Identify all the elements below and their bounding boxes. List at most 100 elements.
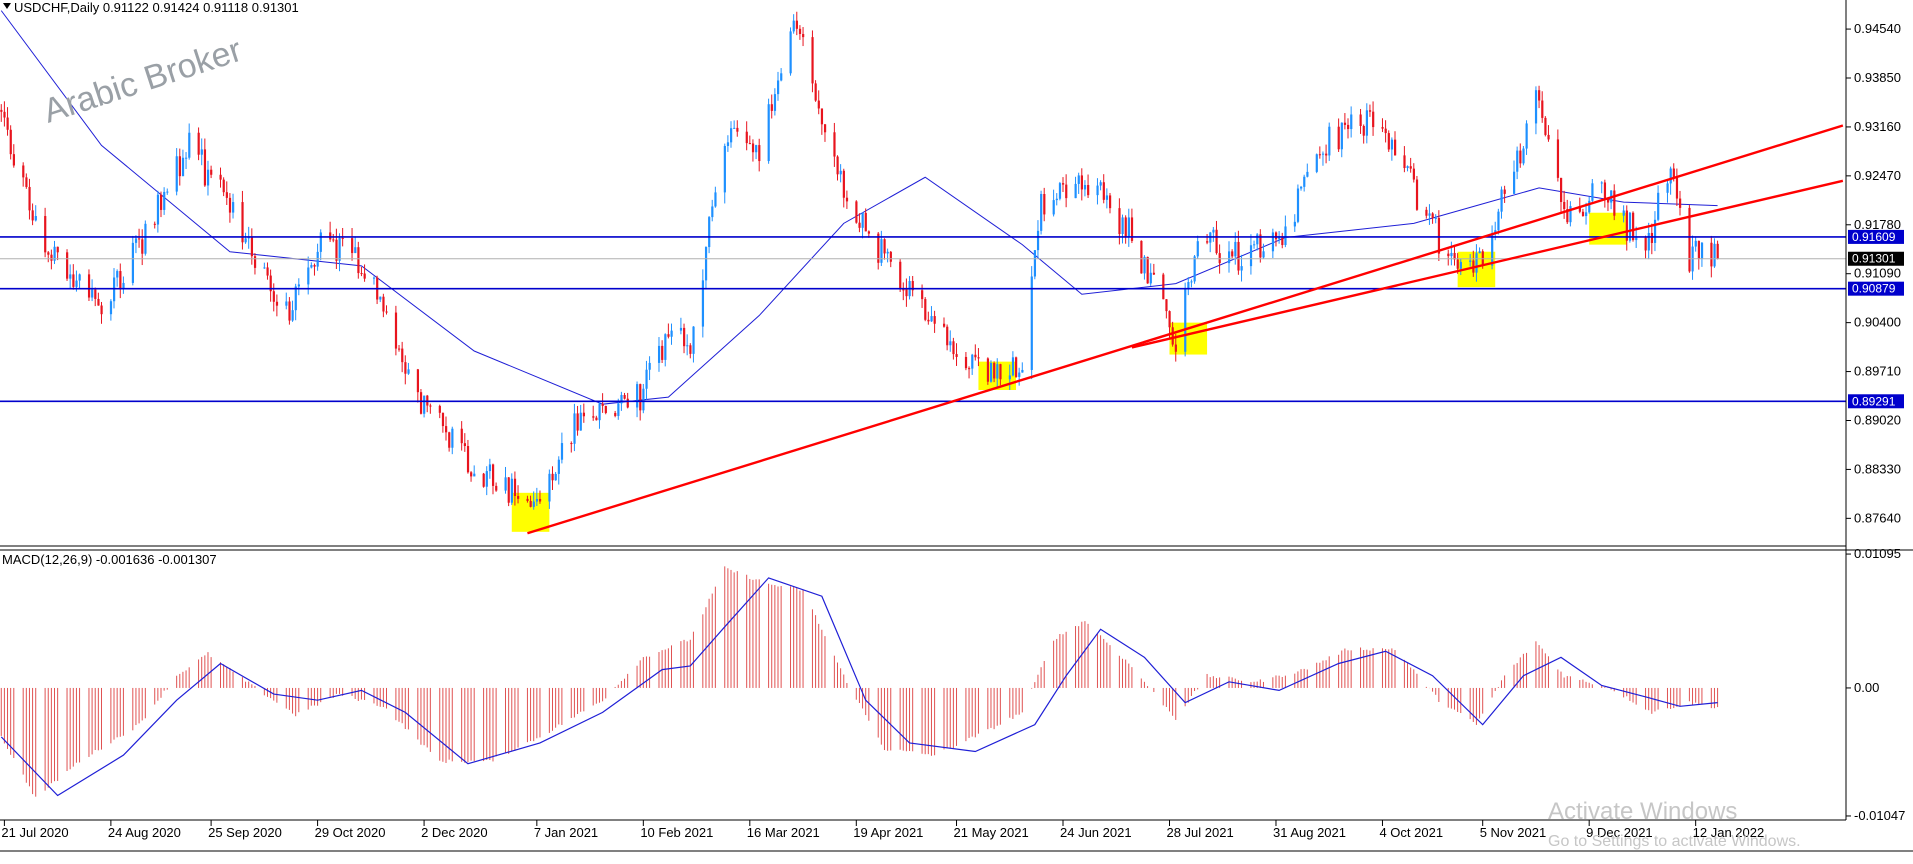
candle-body (1228, 251, 1231, 264)
candle-body (1559, 177, 1563, 202)
candle (532, 491, 535, 510)
candle (842, 168, 845, 208)
candle-body (119, 271, 122, 290)
candle (219, 167, 222, 188)
candle-body (470, 472, 473, 477)
candle (12, 144, 15, 168)
candle-body (1384, 128, 1387, 134)
level-label-text-3: 0.89291 (1852, 394, 1896, 408)
candle-body (1052, 200, 1055, 215)
candle-body (714, 192, 717, 207)
candle-body (1337, 126, 1340, 150)
candle (701, 269, 705, 338)
candle-body (1697, 240, 1700, 259)
candle (1700, 242, 1704, 267)
candle-body (297, 284, 301, 287)
candle (3, 101, 6, 127)
activate-windows-title: Activate Windows (1548, 798, 1737, 825)
candle (1534, 86, 1538, 135)
candle (87, 269, 91, 302)
candle-body (247, 237, 250, 239)
candle (1447, 249, 1450, 266)
trendline-2 (1131, 179, 1844, 349)
candle-body (1538, 90, 1541, 101)
candle-body (1278, 237, 1281, 240)
candle (91, 279, 94, 302)
candle-body (1306, 171, 1309, 177)
candle-body (1359, 114, 1362, 126)
candle (1406, 165, 1409, 172)
candle (601, 393, 604, 413)
candle-body (664, 334, 667, 360)
symbol-menu-triangle-icon[interactable] (3, 3, 11, 9)
candle-body (244, 238, 247, 243)
candle (1140, 240, 1143, 274)
candle (163, 187, 166, 215)
candle (1503, 185, 1506, 203)
candle-body (109, 301, 113, 315)
candle-body (1259, 234, 1262, 258)
candle-body (648, 362, 651, 370)
candle-body (708, 217, 711, 248)
candle-body (1165, 299, 1168, 312)
candle (507, 477, 510, 507)
candle-body (883, 239, 886, 254)
candle (1372, 101, 1375, 136)
candle-body (905, 289, 908, 297)
candle-body (28, 186, 31, 211)
candle-body (1065, 184, 1068, 199)
candle-body (0, 109, 3, 112)
candle-body (601, 403, 604, 406)
candle-body (1293, 221, 1296, 227)
candle (1253, 240, 1256, 249)
price-tick-label: 0.88330 (1854, 461, 1901, 476)
candle-body (354, 247, 357, 254)
candle-body (955, 354, 958, 357)
candle-body (642, 388, 645, 411)
macd-header: MACD(12,26,9) -0.001636 -0.001307 (2, 552, 217, 567)
candle-body (1015, 357, 1018, 377)
candle-body (986, 358, 990, 382)
candle-body (751, 143, 755, 153)
candle-body (185, 157, 188, 159)
candle-body (445, 426, 448, 433)
candle-body (1613, 190, 1616, 216)
candle-body (780, 73, 783, 81)
candle-body (886, 251, 889, 254)
candle-body (1343, 122, 1347, 125)
candle (269, 269, 272, 302)
candle-body (423, 395, 426, 414)
candle-body (736, 127, 739, 132)
candle-body (1296, 188, 1300, 222)
candle-body (1647, 232, 1650, 251)
candle-body (1710, 242, 1713, 267)
candle-body (1018, 372, 1021, 377)
candle-body (12, 154, 15, 166)
candle-body (1274, 232, 1278, 240)
candle-body (1099, 182, 1102, 186)
candle (667, 323, 670, 339)
candle (451, 426, 454, 455)
candle (488, 458, 492, 479)
candle-body (877, 233, 880, 263)
candle (1184, 282, 1187, 357)
candle (416, 368, 420, 403)
candle (1193, 254, 1196, 284)
candle (1675, 168, 1679, 206)
candle-body (942, 323, 946, 327)
candle-body (689, 345, 692, 354)
candle (1362, 124, 1365, 144)
candle-body (206, 169, 210, 186)
macd-tick-label: -0.01047 (1854, 808, 1905, 823)
candle-body (1149, 272, 1152, 284)
candle-body (679, 327, 683, 331)
candle-body (1077, 175, 1080, 184)
candle (886, 248, 889, 263)
candle (144, 220, 147, 256)
candle (877, 232, 880, 270)
candle (573, 403, 576, 452)
price-tick-label: 0.90400 (1854, 315, 1901, 330)
candle-body (363, 273, 366, 279)
candle (1393, 131, 1397, 156)
candle (166, 188, 169, 195)
